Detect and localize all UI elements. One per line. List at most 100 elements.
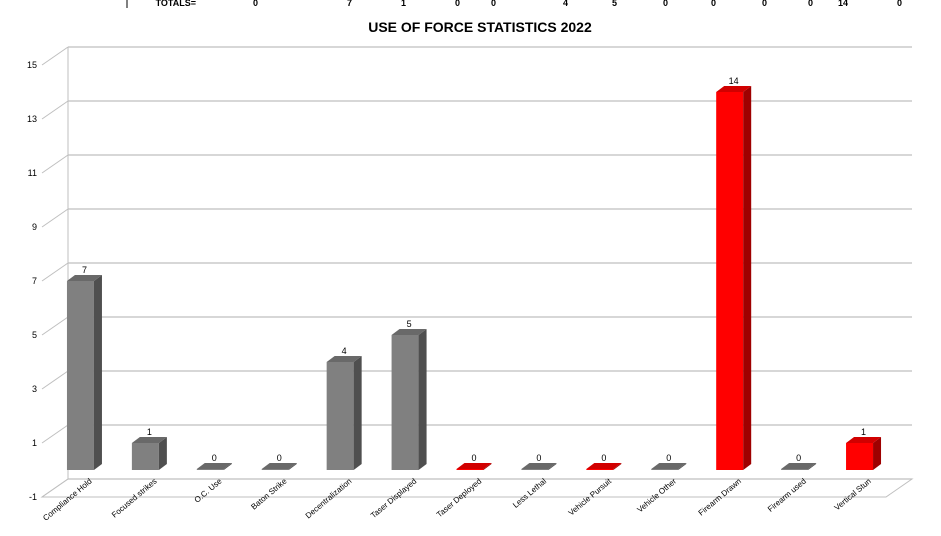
bar-top [586,463,622,469]
category-label: Firearm used [766,477,808,514]
y-tick-label: 1 [32,438,37,448]
category-label: Decentralization [304,477,354,521]
bar-front [391,335,419,470]
chart-title: USE OF FORCE STATISTICS 2022 [368,19,592,35]
y-tick-label: 5 [32,330,37,340]
totals-value: 4 [563,0,568,8]
data-label: 5 [407,319,412,329]
data-labels: 7 1 0 0 4 5 0 0 0 0 14 0 1 [82,76,866,463]
data-label: 1 [861,427,866,437]
bar-front [261,469,289,470]
totals-row: TOTALS= 0 7 1 0 0 4 5 0 0 0 0 14 0 [126,0,902,8]
bar [391,329,427,470]
category-label: Vertical Stun [833,477,873,513]
totals-value: 7 [347,0,352,8]
bar-top [651,463,687,469]
bar [651,463,687,470]
bar [261,463,297,470]
bar-front [651,469,679,470]
data-label: 0 [277,453,282,463]
bar-side [288,463,297,470]
bar-side [223,463,232,470]
totals-value: 1 [401,0,406,8]
bar [716,86,752,470]
bar [586,463,622,470]
bar-side [93,275,102,470]
totals-label: TOTALS= [156,0,196,8]
bar-top [391,329,427,335]
totals-value: 14 [838,0,848,8]
bar-side [548,463,557,470]
bar-side [483,463,492,470]
y-tick-label: 11 [28,168,37,178]
data-label: 0 [666,453,671,463]
bar-front [846,443,874,470]
gridline-depth [41,208,69,228]
y-tick-label: 15 [27,60,37,70]
bar-side [808,463,817,470]
category-label: Taser Displayed [369,477,418,520]
data-label: 0 [536,453,541,463]
bar-top [131,437,167,443]
bar-front [586,469,614,470]
gridline-depth [41,370,69,390]
category-label: Taser Deployed [435,477,483,520]
chart-floor [40,478,914,498]
y-tick-label: 3 [32,384,37,394]
category-labels: Compliance Hold Focused strikes O.C. Use Ba… [41,476,873,523]
totals-value: 0 [663,0,668,8]
bar [196,463,232,470]
bar-side [678,463,687,470]
category-label: O.C. Use [193,476,224,504]
gridlines [40,46,914,498]
bar-top [326,356,362,362]
gridline-depth [41,424,69,444]
bar-front [196,469,224,470]
category-label: Compliance Hold [41,477,93,523]
bar-top [196,463,232,469]
bar-top [456,463,492,469]
totals-value: 0 [253,0,258,8]
bar-top [716,86,752,92]
category-label: Less Lethal [511,476,548,509]
category-label: Baton Strike [249,476,289,511]
data-label: 0 [471,453,476,463]
bar-front [456,469,484,470]
bar-front [716,92,744,470]
category-label: Focused strikes [110,477,159,520]
totals-value: 0 [808,0,813,8]
bar-side [743,86,752,470]
gridline-depth [41,100,69,120]
bar [456,463,492,470]
totals-value: 0 [762,0,767,8]
bar-front [131,443,159,470]
gridline-depth [41,262,69,282]
totals-value: 0 [711,0,716,8]
y-tick-label: 13 [27,114,37,124]
bar-front [781,469,809,470]
y-tick-label: 7 [32,276,37,286]
y-tick-label: 9 [32,222,37,232]
bar-front [521,469,549,470]
gridline-depth [41,154,69,174]
totals-value: 0 [897,0,902,8]
bar-top [261,463,297,469]
data-label: 4 [342,346,347,356]
bar-side [353,356,362,470]
bar-side [613,463,622,470]
bar-front [326,362,354,470]
bar [66,275,102,470]
bars [66,86,882,470]
bar [781,463,817,470]
bar [521,463,557,470]
data-label: 14 [729,76,739,86]
data-label: 7 [82,265,87,275]
bar-side [418,329,427,470]
data-label: 0 [212,453,217,463]
data-label: 0 [601,453,606,463]
totals-value: 0 [455,0,460,8]
data-label: 1 [147,427,152,437]
totals-value: 0 [491,0,496,8]
